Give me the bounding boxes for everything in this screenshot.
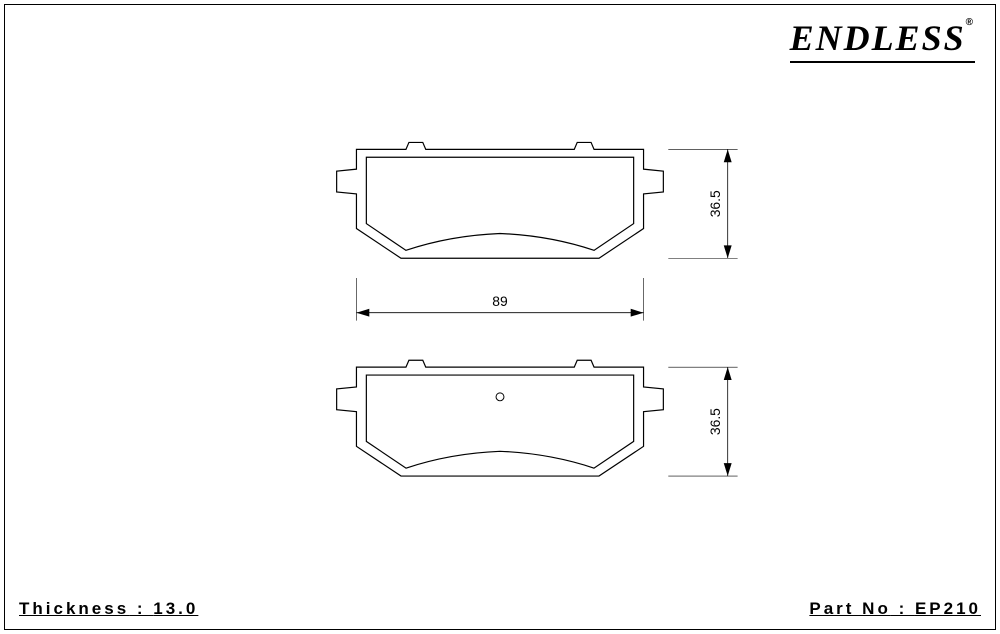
dimension-height-bottom: 36.5 bbox=[668, 367, 737, 476]
dimension-width: 89 bbox=[356, 278, 643, 321]
dim-height-bottom-value: 36.5 bbox=[707, 408, 723, 435]
thickness-label: Thickness : 13.0 bbox=[19, 599, 198, 619]
partno-key: Part No bbox=[809, 599, 890, 618]
dimension-height-top: 36.5 bbox=[668, 149, 737, 258]
technical-drawing: 89 36.5 36.5 bbox=[5, 85, 995, 580]
thickness-value: 13.0 bbox=[153, 599, 198, 618]
partno-value: EP210 bbox=[915, 599, 981, 618]
dim-height-top-value: 36.5 bbox=[707, 190, 723, 217]
registered-mark: ® bbox=[966, 17, 975, 28]
dim-width-value: 89 bbox=[492, 293, 508, 309]
brake-pad-top bbox=[337, 142, 664, 258]
brand-text: ENDLESS bbox=[790, 18, 966, 58]
part-number-label: Part No : EP210 bbox=[809, 599, 981, 619]
brand-logo: ENDLESS® bbox=[790, 17, 975, 63]
brake-pad-bottom bbox=[337, 360, 664, 476]
thickness-key: Thickness bbox=[19, 599, 129, 618]
drawing-frame: ENDLESS® 89 bbox=[4, 4, 996, 630]
